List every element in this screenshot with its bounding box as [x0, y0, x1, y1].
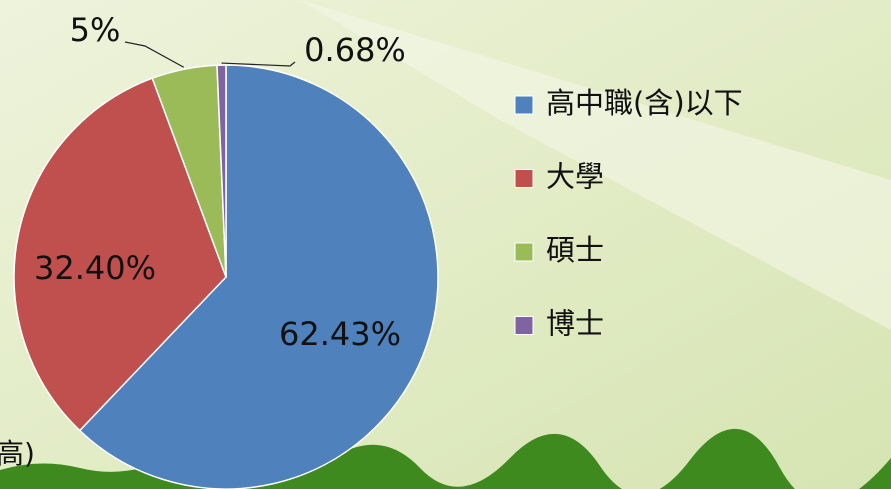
legend-label: 博士: [546, 307, 604, 341]
pie-slice: [13, 77, 227, 432]
data-label: 32.40%: [34, 249, 156, 287]
legend-swatch: [514, 316, 534, 335]
leader-line: [221, 61, 296, 67]
data-label: 5%: [70, 11, 121, 49]
legend-label: 大學: [546, 160, 604, 194]
pie: 62.43% 32.40% 5% 0.68%: [13, 11, 439, 489]
pie-slice: [78, 64, 439, 489]
legend-swatch: [514, 95, 534, 115]
legend-swatch: [514, 169, 534, 188]
legend-label: 高中職(含)以下: [546, 86, 743, 120]
footnote: 高): [0, 437, 35, 470]
pie-slice: [216, 64, 227, 278]
legend-swatch: [514, 242, 534, 262]
leader-line: [124, 41, 185, 68]
background-stripe: [300, 0, 891, 330]
data-label: 62.43%: [279, 315, 401, 353]
data-label: 0.68%: [304, 31, 406, 69]
legend-label: 碩士: [546, 233, 604, 267]
